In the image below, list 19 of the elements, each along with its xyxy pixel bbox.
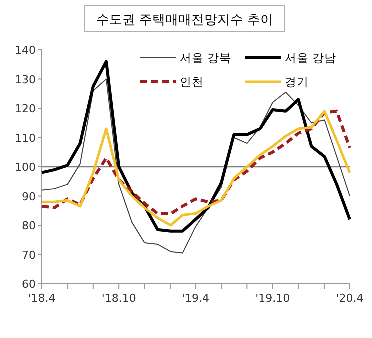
- legend-label: 서울 강북: [180, 51, 232, 65]
- chart-title: 수도권 주택매매전망지수 추이: [96, 13, 274, 28]
- y-tick-label: 100: [15, 161, 36, 174]
- x-tick-label: '18.4: [28, 292, 56, 305]
- legend-label: 서울 강남: [285, 51, 337, 65]
- x-tick-label: '19.10: [256, 292, 290, 305]
- y-tick-label: 70: [22, 248, 36, 262]
- legend-label: 경기: [285, 75, 309, 89]
- y-tick-label: 90: [22, 190, 36, 204]
- y-tick-label: 120: [15, 102, 36, 116]
- legend-label: 인천: [180, 75, 204, 89]
- y-tick-label: 80: [22, 220, 36, 232]
- y-tick-label: 130: [15, 73, 36, 86]
- x-tick-label: '18.10: [102, 292, 136, 305]
- x-tick-label: '20.4: [336, 292, 364, 305]
- y-tick-label: 140: [15, 44, 36, 57]
- x-tick-label: '19.4: [182, 292, 210, 305]
- y-tick-label: 110: [15, 132, 36, 145]
- y-tick-label: 60: [22, 278, 36, 291]
